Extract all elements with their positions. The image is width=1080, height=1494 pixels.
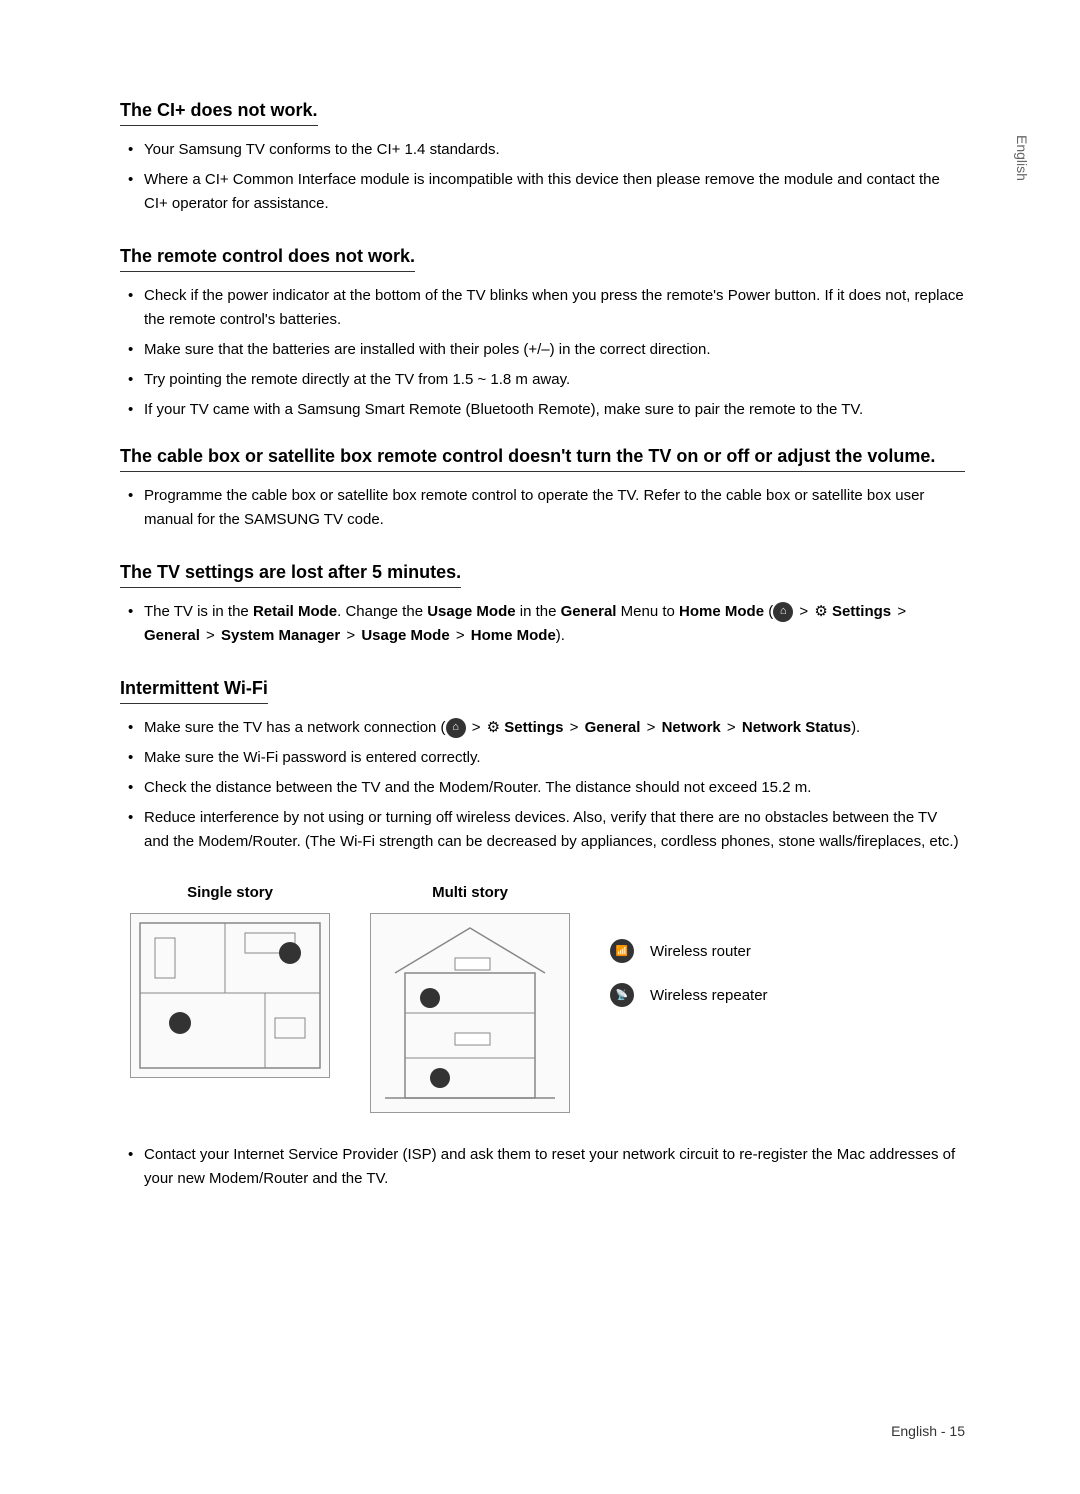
path-settings: Settings: [504, 719, 563, 736]
list-settings-lost: The TV is in the Retail Mode. Change the…: [120, 600, 965, 648]
house-illustration: [370, 913, 570, 1113]
path-usage-mode: Usage Mode: [361, 627, 449, 644]
list-item: Make sure that the batteries are install…: [144, 338, 965, 362]
retail-mode-label: Retail Mode: [253, 603, 337, 620]
language-tab: English: [1014, 135, 1030, 181]
list-item: The TV is in the Retail Mode. Change the…: [144, 600, 965, 648]
floorplan-svg: [135, 918, 325, 1073]
path-general: General: [144, 627, 200, 644]
text: in the: [516, 603, 561, 620]
list-item: Make sure the TV has a network connectio…: [144, 716, 965, 740]
list-remote: Check if the power indicator at the bott…: [120, 284, 965, 422]
diagram-label: Multi story: [370, 884, 570, 901]
gear-icon: ⚙: [487, 719, 500, 736]
list-item: Check if the power indicator at the bott…: [144, 284, 965, 332]
path-home-mode: Home Mode: [471, 627, 556, 644]
list-item: If your TV came with a Samsung Smart Rem…: [144, 398, 965, 422]
general-label: General: [561, 603, 617, 620]
list-item: Reduce interference by not using or turn…: [144, 806, 965, 854]
list-item: Your Samsung TV conforms to the CI+ 1.4 …: [144, 138, 965, 162]
usage-mode-label: Usage Mode: [427, 603, 515, 620]
heading-remote: The remote control does not work.: [120, 246, 415, 272]
path-system-manager: System Manager: [221, 627, 340, 644]
list-item: Contact your Internet Service Provider (…: [144, 1143, 965, 1191]
path-general: General: [585, 719, 641, 736]
diagram-legend: 📶 Wireless router 📡 Wireless repeater: [610, 939, 768, 1007]
legend-text: Wireless router: [650, 943, 751, 960]
gear-icon: ⚙: [814, 603, 827, 620]
house-svg: [375, 918, 565, 1108]
heading-wifi: Intermittent Wi-Fi: [120, 678, 268, 704]
list-isp: Contact your Internet Service Provider (…: [120, 1143, 965, 1191]
diagram-single-story: Single story: [130, 884, 330, 1078]
list-item: Where a CI+ Common Interface module is i…: [144, 168, 965, 216]
heading-ci: The CI+ does not work.: [120, 100, 318, 126]
text: The TV is in the: [144, 603, 253, 620]
text: . Change the: [337, 603, 427, 620]
list-ci: Your Samsung TV conforms to the CI+ 1.4 …: [120, 138, 965, 216]
diagrams-row: Single story Multi story: [120, 884, 965, 1113]
home-icon: ⌂: [446, 718, 466, 738]
home-icon: ⌂: [773, 602, 793, 622]
legend-row: 📶 Wireless router: [610, 939, 768, 963]
heading-settings-lost: The TV settings are lost after 5 minutes…: [120, 562, 461, 588]
list-item: Make sure the Wi-Fi password is entered …: [144, 746, 965, 770]
repeater-icon: 📡: [610, 983, 634, 1007]
page-footer: English - 15: [891, 1423, 965, 1439]
list-item: Check the distance between the TV and th…: [144, 776, 965, 800]
text: Menu to: [616, 603, 679, 620]
text: Make sure the TV has a network connectio…: [144, 719, 446, 736]
list-cablebox: Programme the cable box or satellite box…: [120, 484, 965, 532]
legend-row: 📡 Wireless repeater: [610, 983, 768, 1007]
floorplan-illustration: [130, 913, 330, 1078]
diagram-multi-story: Multi story: [370, 884, 570, 1113]
list-wifi: Make sure the TV has a network connectio…: [120, 716, 965, 854]
path-settings: Settings: [832, 603, 891, 620]
diagram-label: Single story: [130, 884, 330, 901]
path-network-status: Network Status: [742, 719, 851, 736]
legend-text: Wireless repeater: [650, 987, 768, 1004]
router-icon: 📶: [610, 939, 634, 963]
list-item: Programme the cable box or satellite box…: [144, 484, 965, 532]
list-item: Try pointing the remote directly at the …: [144, 368, 965, 392]
path-network: Network: [662, 719, 721, 736]
heading-cablebox: The cable box or satellite box remote co…: [120, 446, 965, 472]
home-mode-label: Home Mode: [679, 603, 764, 620]
